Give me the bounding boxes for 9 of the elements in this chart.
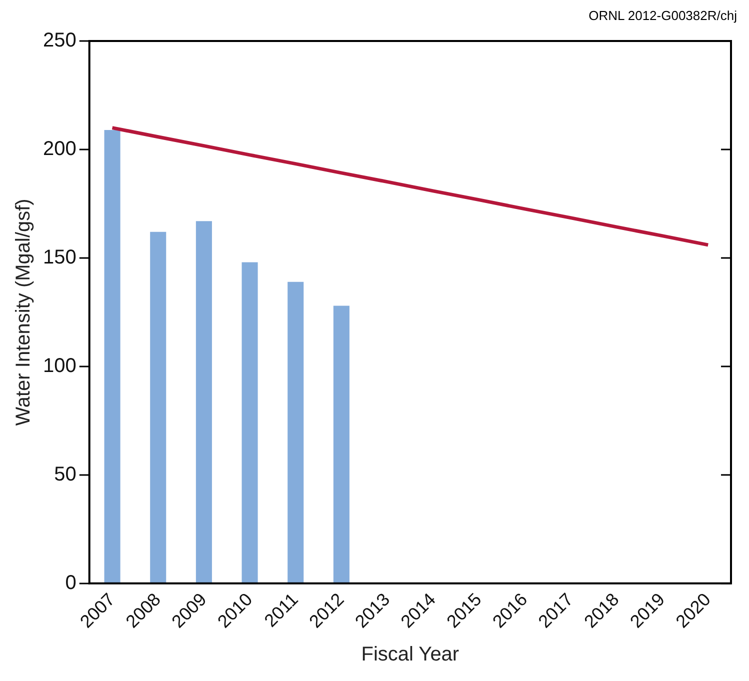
x-axis-title: Fiscal Year [361,644,460,666]
text: ORNL 2012-G00382R/chj [588,8,737,23]
y-tick-label: 0 [65,572,76,594]
y-tick-label: 100 [42,354,76,377]
y-tick-label: 150 [42,246,76,268]
y-axis-title: Water Intensity (Mgal/gsf) [12,198,35,426]
y-tick-label: 50 [54,463,76,486]
y-tick-label: 250 [42,30,76,52]
y-tick-label: 200 [42,138,76,160]
